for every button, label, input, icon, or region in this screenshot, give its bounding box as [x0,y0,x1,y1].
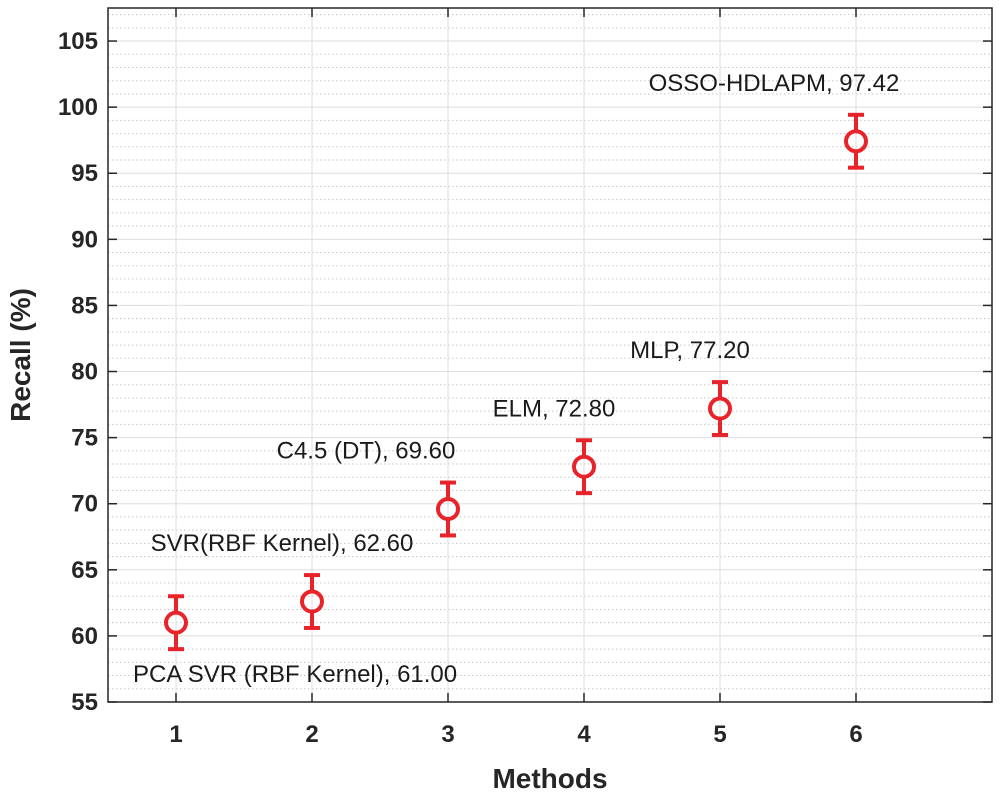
y-tick-label: 85 [71,292,98,319]
y-tick-label: 70 [71,491,98,518]
point-marker [844,129,868,154]
x-tick-label: 4 [577,721,591,748]
point-label-1: PCA SVR (RBF Kernel), 61.00 [133,661,457,688]
data-point-3 [436,480,460,538]
y-tick-labels: 55 60 65 70 75 80 85 90 95 100 105 [58,28,98,716]
y-tick-label: 105 [58,28,98,55]
point-marker [708,396,732,421]
point-label-5: MLP, 77.20 [630,337,750,364]
x-axis-title: Methods [492,763,607,794]
y-tick-label: 55 [71,689,98,716]
data-point-2 [300,573,324,630]
point-marker [572,454,596,479]
y-tick-label: 80 [71,359,98,386]
y-tick-label: 75 [71,425,98,452]
data-point-1 [164,594,188,652]
x-tick-label: 1 [169,721,182,748]
point-label-6: OSSO-HDLAPM, 97.42 [649,70,900,97]
point-marker [436,497,460,522]
point-label-2: SVR(RBF Kernel), 62.60 [151,530,414,557]
x-tick-label: 3 [441,721,454,748]
data-point-4 [572,438,596,496]
axis-ticks [108,8,992,703]
y-axis-title: Recall (%) [5,288,36,422]
y-tick-label: 95 [71,160,98,187]
data-point-5 [708,380,732,437]
x-tick-label: 6 [849,721,862,748]
y-tick-label: 65 [71,557,98,584]
data-markers [164,112,868,652]
x-tick-labels: 1 2 3 4 5 6 [169,721,862,748]
point-labels: PCA SVR (RBF Kernel), 61.00 SVR(RBF Kerne… [133,70,899,688]
point-marker [300,589,324,614]
y-tick-label: 60 [71,623,98,650]
minor-grid [108,14,992,690]
plot-background [108,8,992,702]
x-tick-label: 5 [713,721,726,748]
point-marker [164,610,188,635]
point-label-4: ELM, 72.80 [493,395,616,422]
data-point-6 [844,112,868,170]
plot-frame [107,7,993,703]
y-tick-label: 90 [71,226,98,253]
point-label-3: C4.5 (DT), 69.60 [277,438,456,465]
y-tick-label: 100 [58,94,98,121]
x-tick-label: 2 [305,721,318,748]
